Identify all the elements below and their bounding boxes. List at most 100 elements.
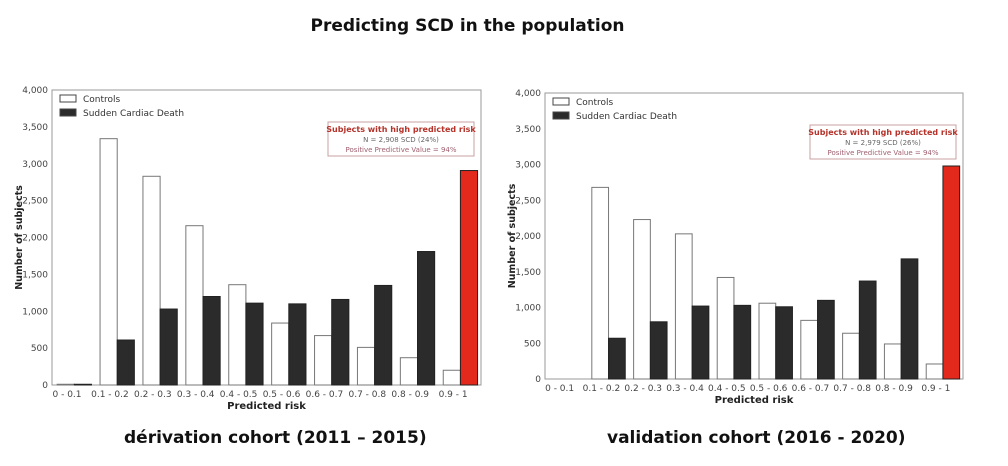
chart2-bar-scd — [733, 304, 752, 380]
chart2-y-tick-label: 1,000 — [515, 304, 541, 314]
chart2-y-tick-label: 3,500 — [515, 125, 541, 135]
chart2-y-tick-label: 3,000 — [515, 161, 541, 171]
chart2-y-axis-label: Number of subjects — [507, 183, 518, 288]
chart2-bar-controls — [633, 219, 651, 380]
chart2-legend-swatch — [552, 97, 570, 106]
chart1-bar-scd — [116, 339, 135, 386]
chart2-bar-scd — [691, 305, 710, 380]
chart2-x-tick-label: 0.1 - 0.2 — [583, 384, 621, 394]
chart1-bar-scd — [73, 383, 92, 386]
chart2-legend-swatch — [552, 111, 570, 120]
chart1-bar-controls — [442, 369, 461, 386]
chart1-y-tick-label: 4,000 — [22, 86, 48, 96]
chart2-bar-scd — [775, 306, 793, 380]
chart1-bar-controls — [56, 383, 75, 386]
chart2-x-tick-label: 0.6 - 0.7 — [792, 384, 830, 394]
chart1-bar-controls — [356, 346, 376, 386]
chart1-x-tick-label: 0 - 0.1 — [53, 390, 82, 400]
chart1-bar-scd — [374, 284, 393, 386]
chart1-y-tick-label: 1,500 — [22, 270, 48, 280]
chart1-x-tick-label: 0.4 - 0.5 — [220, 390, 258, 400]
chart1-x-tick-label: 0.7 - 0.8 — [349, 390, 387, 400]
chart2-bar-scd — [942, 165, 961, 380]
chart1-bar-scd — [331, 298, 350, 386]
chart2-annotation-line2: Positive Predictive Value = 94% — [827, 149, 938, 157]
chart1-bar-controls — [314, 335, 333, 386]
chart1-bar-controls — [185, 225, 204, 386]
chart2-x-axis-label: Predicted risk — [715, 395, 794, 406]
chart2-x-tick-label: 0 - 0.1 — [545, 384, 574, 394]
chart1-bar-controls — [271, 322, 290, 386]
chart2-bar-controls — [758, 302, 777, 380]
chart2-x-tick-label: 0.3 - 0.4 — [666, 384, 704, 394]
chart1-bar-scd — [245, 302, 264, 386]
chart2-y-tick-label: 1,500 — [515, 268, 541, 278]
chart2-bar-scd — [817, 299, 835, 380]
chart1-y-tick-label: 2,000 — [22, 234, 48, 244]
chart1-bar-controls — [99, 138, 118, 386]
chart2-x-tick-label: 0.7 - 0.8 — [833, 384, 871, 394]
chart2-y-tick-label: 2,000 — [515, 232, 541, 242]
chart2-bar-controls — [800, 319, 819, 380]
chart2-annotation-title: Subjects with high predicted risk — [808, 128, 958, 137]
chart1-x-tick-label: 0.8 - 0.9 — [391, 390, 429, 400]
chart1-x-axis-label: Predicted risk — [227, 401, 306, 412]
chart1-y-tick-label: 2,500 — [22, 197, 48, 207]
chart1-x-tick-label: 0.6 - 0.7 — [306, 390, 344, 400]
chart1-annotation-title: Subjects with high predicted risk — [326, 125, 476, 134]
chart2-bar-scd — [649, 321, 668, 380]
chart1-bar-scd — [159, 308, 178, 386]
chart1-legend-swatch — [59, 108, 77, 117]
chart1-bar-controls — [228, 284, 247, 386]
chart2-bar-controls — [591, 186, 610, 380]
chart1-bar-scd — [202, 296, 221, 386]
chart1-annotation-line1: N = 2,908 SCD (24%) — [363, 136, 439, 144]
chart1-x-tick-label: 0.2 - 0.3 — [134, 390, 172, 400]
chart1-y-tick-label: 0 — [42, 381, 48, 391]
chart1-y-tick-label: 3,500 — [22, 123, 48, 133]
chart2-y-tick-label: 4,000 — [515, 89, 541, 99]
chart2-y-tick-label: 0 — [535, 375, 541, 385]
chart2-bar-controls — [674, 233, 693, 380]
chart2-bar-controls — [842, 332, 860, 380]
validation-caption: validation cohort (2016 - 2020) — [607, 428, 906, 448]
page-title: Predicting SCD in the population — [310, 16, 625, 36]
chart1-y-tick-label: 3,000 — [22, 160, 48, 170]
chart1-legend-label: Sudden Cardiac Death — [83, 109, 184, 119]
chart2-bar-controls — [883, 343, 902, 380]
chart2-x-tick-label: 0.4 - 0.5 — [708, 384, 746, 394]
chart2-y-tick-label: 500 — [524, 339, 541, 349]
chart2-x-tick-label: 0.8 - 0.9 — [875, 384, 913, 394]
chart2-x-tick-label: 0.2 - 0.3 — [624, 384, 662, 394]
chart2-bar-controls — [925, 363, 944, 380]
chart2-x-tick-label: 0.9 - 1 — [921, 384, 950, 394]
chart1-bar-controls — [142, 175, 161, 386]
chart2-bar-scd — [858, 280, 877, 380]
chart1-y-axis-label: Number of subjects — [14, 185, 25, 290]
chart1-legend-label: Controls — [83, 95, 121, 105]
chart2-annotation-line1: N = 2,979 SCD (26%) — [845, 139, 921, 147]
chart1-bar-scd — [288, 303, 307, 386]
chart1-bar-scd — [417, 251, 436, 386]
chart1-y-tick-label: 500 — [31, 344, 48, 354]
chart1-annotation-line2: Positive Predictive Value = 94% — [345, 146, 456, 154]
chart2-bar-scd — [900, 258, 919, 380]
chart1-x-tick-label: 0.1 - 0.2 — [91, 390, 129, 400]
chart2-legend-label: Sudden Cardiac Death — [576, 112, 677, 122]
chart2-y-tick-label: 2,500 — [515, 196, 541, 206]
chart1-x-tick-label: 0.5 - 0.6 — [263, 390, 301, 400]
chart1-legend-swatch — [59, 94, 77, 103]
chart2-bar-scd — [608, 337, 626, 380]
chart2-bar-controls — [716, 276, 735, 380]
chart2-x-tick-label: 0.5 - 0.6 — [750, 384, 788, 394]
chart2-annotation-box — [809, 124, 957, 160]
chart1-x-tick-label: 0.9 - 1 — [439, 390, 468, 400]
chart1-bar-controls — [399, 357, 419, 386]
chart1-x-tick-label: 0.3 - 0.4 — [177, 390, 215, 400]
chart1-bar-scd — [459, 170, 479, 386]
derivation-caption: dérivation cohort (2011 – 2015) — [124, 428, 427, 448]
chart1-y-tick-label: 1,000 — [22, 307, 48, 317]
chart2-legend-label: Controls — [576, 98, 614, 108]
chart1-annotation-box — [327, 121, 475, 157]
